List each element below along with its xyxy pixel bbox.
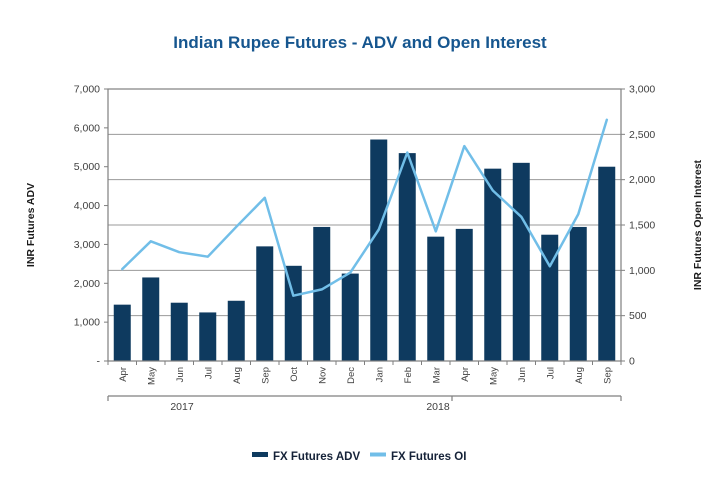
x-axis-year-group: 2017 2018 — [107, 395, 622, 413]
month-label: Mar — [431, 367, 442, 383]
legend-swatch-adv — [252, 452, 268, 457]
month-label: Apr — [118, 367, 129, 382]
bar-dec-2017 — [341, 273, 359, 361]
month-label: May — [146, 367, 157, 385]
oi-line — [121, 118, 609, 297]
chart-title: Indian Rupee Futures - ADV and Open Inte… — [173, 33, 547, 52]
y-left-tick-label: 6,000 — [74, 122, 100, 134]
y-left-tick-label: 3,000 — [74, 239, 100, 251]
bar-aug-2018 — [569, 226, 587, 361]
legend: FX Futures ADV FX Futures OI — [252, 451, 466, 463]
y-right-tick-label: 1,500 — [629, 220, 655, 232]
y-left-tick-label: 2,000 — [74, 278, 100, 290]
bar-nov-2017 — [313, 226, 331, 361]
month-label: Jul — [545, 367, 556, 379]
y-left-tick-label: 7,000 — [74, 84, 100, 96]
y-left-tick-label: - — [97, 356, 101, 368]
bar-mar-2018 — [427, 236, 445, 361]
month-label: Oct — [289, 367, 300, 382]
month-label: Sep — [260, 367, 271, 384]
y-right-tick-label: 1,000 — [629, 265, 655, 277]
bar-feb-2018 — [398, 153, 416, 361]
y-left-tick-label: 5,000 — [74, 161, 100, 173]
bar-may-2017 — [142, 277, 160, 361]
bar-jul-2017 — [199, 312, 217, 361]
legend-swatch-oi — [370, 452, 386, 457]
y-right-tick-label: 2,000 — [629, 174, 655, 186]
y-left-tick-label: 4,000 — [74, 200, 100, 212]
bar-jun-2017 — [170, 302, 188, 361]
y-axis-left-title: INR Futures ADV — [25, 183, 37, 267]
bar-jun-2018 — [512, 162, 530, 361]
oi-line-series — [121, 118, 609, 297]
month-label: Jan — [374, 367, 385, 382]
bar-apr-2018 — [455, 228, 473, 361]
legend-label-adv: FX Futures ADV — [273, 451, 360, 463]
bar-sep-2018 — [598, 166, 616, 361]
y-right-tick-label: 500 — [629, 310, 647, 322]
month-label: Apr — [460, 367, 471, 382]
y-left-tick-label: 1,000 — [74, 317, 100, 329]
month-label: Nov — [317, 367, 328, 384]
y-axis-right-ticks: 3,000 2,500 2,000 1,500 1,000 500 0 — [621, 84, 655, 368]
year-axis-line — [107, 395, 622, 401]
year-label-2017: 2017 — [170, 401, 194, 413]
gridlines — [108, 133, 621, 317]
bar-oct-2017 — [284, 265, 302, 361]
y-right-tick-label: 2,500 — [629, 129, 655, 141]
month-label: Feb — [403, 367, 414, 383]
bar-apr-2017 — [113, 304, 131, 361]
month-label: Jun — [175, 367, 186, 382]
y-axis-left-ticks: 7,000 6,000 5,000 4,000 3,000 2,000 1,000 - — [74, 84, 108, 368]
month-label: Dec — [346, 367, 357, 384]
y-axis-right-title: INR Futures Open Interest — [692, 159, 704, 290]
y-right-tick-label: 3,000 — [629, 84, 655, 96]
bar-may-2018 — [484, 168, 502, 361]
year-label-2018: 2018 — [426, 401, 450, 413]
bar-jul-2018 — [541, 234, 559, 361]
month-label: May — [488, 367, 499, 385]
month-label: Aug — [574, 367, 585, 384]
month-label: Sep — [602, 367, 613, 384]
bar-sep-2017 — [256, 246, 274, 361]
legend-label-oi: FX Futures OI — [391, 451, 466, 463]
month-label: Jun — [517, 367, 528, 382]
y-right-tick-label: 0 — [629, 356, 635, 368]
bar-jan-2018 — [370, 139, 388, 361]
bar-aug-2017 — [227, 300, 245, 361]
month-label: Aug — [232, 367, 243, 384]
month-label: Jul — [203, 367, 214, 379]
x-axis-month-labels: Apr May Jun Jul Aug Sep Oct Nov Dec Jan Feb Mar Apr M… — [107, 361, 622, 385]
